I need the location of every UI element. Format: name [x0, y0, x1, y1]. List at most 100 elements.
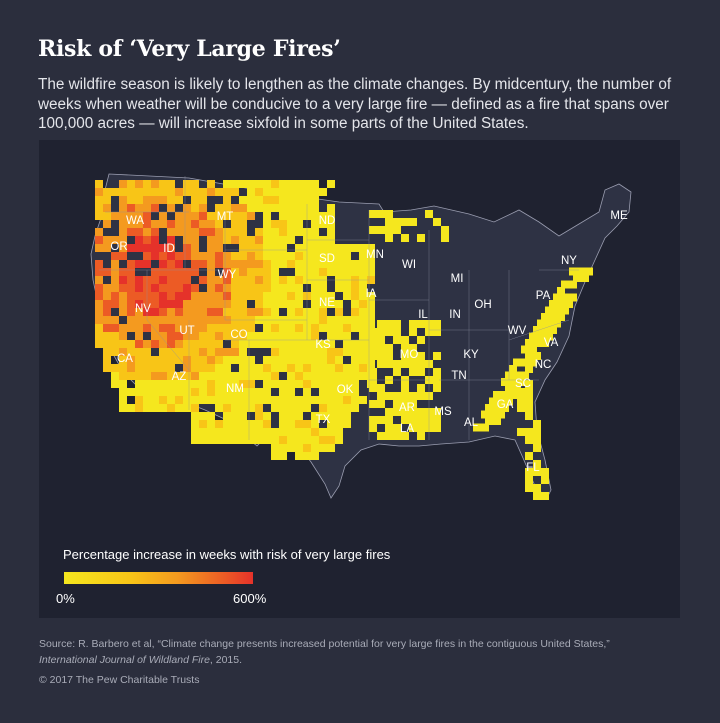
risk-cell [183, 316, 191, 324]
risk-cell [127, 204, 135, 212]
risk-cell [207, 180, 215, 188]
risk-cell [343, 388, 351, 396]
risk-cell [271, 180, 279, 188]
risk-cell [127, 244, 135, 252]
risk-cell [135, 308, 143, 316]
state-label-nd: ND [319, 215, 336, 227]
risk-cell [509, 391, 517, 399]
risk-cell [319, 444, 327, 452]
risk-cell [377, 432, 385, 440]
risk-cell [255, 428, 263, 436]
risk-cell [343, 420, 351, 428]
risk-cell [183, 228, 191, 236]
risk-cell [417, 234, 425, 242]
risk-cell [327, 444, 335, 452]
risk-cell [175, 380, 183, 388]
risk-cell [95, 324, 103, 332]
risk-cell [369, 344, 377, 352]
risk-cell [295, 196, 303, 204]
risk-cell [175, 284, 183, 292]
risk-cell [167, 260, 175, 268]
risk-cell [151, 236, 159, 244]
risk-cell [255, 300, 263, 308]
risk-cell [151, 340, 159, 348]
risk-cell [367, 244, 375, 252]
risk-cell [327, 436, 335, 444]
risk-cell [207, 324, 215, 332]
risk-cell [111, 268, 119, 276]
risk-cell [433, 320, 441, 328]
risk-cell [191, 340, 199, 348]
risk-cell [327, 404, 335, 412]
risk-cell [159, 300, 167, 308]
risk-cell [143, 324, 151, 332]
risk-cell [231, 268, 239, 276]
risk-cell [335, 244, 343, 252]
risk-cell [103, 316, 111, 324]
risk-cell [271, 252, 279, 260]
risk-cell [247, 276, 255, 284]
risk-cell [111, 300, 119, 308]
risk-cell [231, 204, 239, 212]
risk-cell [351, 308, 359, 316]
risk-cell [343, 372, 351, 380]
risk-cell [119, 244, 127, 252]
risk-cell [263, 212, 271, 220]
risk-cell [143, 180, 151, 188]
risk-cell [327, 332, 335, 340]
risk-cell [417, 424, 425, 432]
risk-cell [207, 268, 215, 276]
risk-cell [191, 308, 199, 316]
risk-cell [287, 228, 295, 236]
risk-cell [489, 410, 497, 419]
source-note: Source: R. Barbero et al, “Climate chang… [39, 636, 699, 668]
risk-cell [359, 324, 367, 332]
state-label-wi: WI [402, 259, 416, 271]
risk-cell [151, 324, 159, 332]
risk-cell [287, 372, 295, 380]
risk-cell [159, 380, 167, 388]
risk-cell [255, 332, 263, 340]
risk-cell [239, 292, 247, 300]
risk-cell [183, 396, 191, 404]
risk-cell [199, 340, 207, 348]
risk-cell [223, 364, 231, 372]
risk-cell [311, 316, 319, 324]
risk-cell [239, 252, 247, 260]
risk-cell [377, 210, 385, 218]
risk-cell [207, 388, 215, 396]
risk-cell [279, 260, 287, 268]
risk-cell [279, 436, 287, 444]
risk-cell [167, 364, 175, 372]
source-year: , 2015. [209, 654, 243, 666]
risk-cell [175, 324, 183, 332]
risk-cell [143, 212, 151, 220]
risk-cell [441, 234, 449, 242]
risk-cell [151, 228, 159, 236]
risk-cell [143, 220, 151, 228]
risk-cell [215, 348, 223, 356]
risk-cell [335, 300, 343, 308]
risk-cell [143, 228, 151, 236]
risk-cell [143, 380, 151, 388]
risk-cell [311, 356, 319, 364]
risk-cell [319, 244, 327, 252]
risk-cell [167, 284, 175, 292]
risk-cell [119, 380, 127, 388]
risk-cell [127, 212, 135, 220]
risk-cell [95, 180, 103, 188]
risk-cell [191, 260, 199, 268]
risk-cell [271, 364, 279, 372]
risk-cell [207, 188, 215, 196]
risk-cell [159, 196, 167, 204]
risk-cell [167, 380, 175, 388]
risk-cell [343, 252, 351, 260]
risk-cell [311, 420, 319, 428]
risk-cell [207, 292, 215, 300]
risk-cell [239, 356, 247, 364]
risk-cell [223, 428, 231, 436]
risk-cell [167, 252, 175, 260]
risk-cell [151, 204, 159, 212]
risk-cell [159, 316, 167, 324]
risk-cell [553, 319, 561, 328]
